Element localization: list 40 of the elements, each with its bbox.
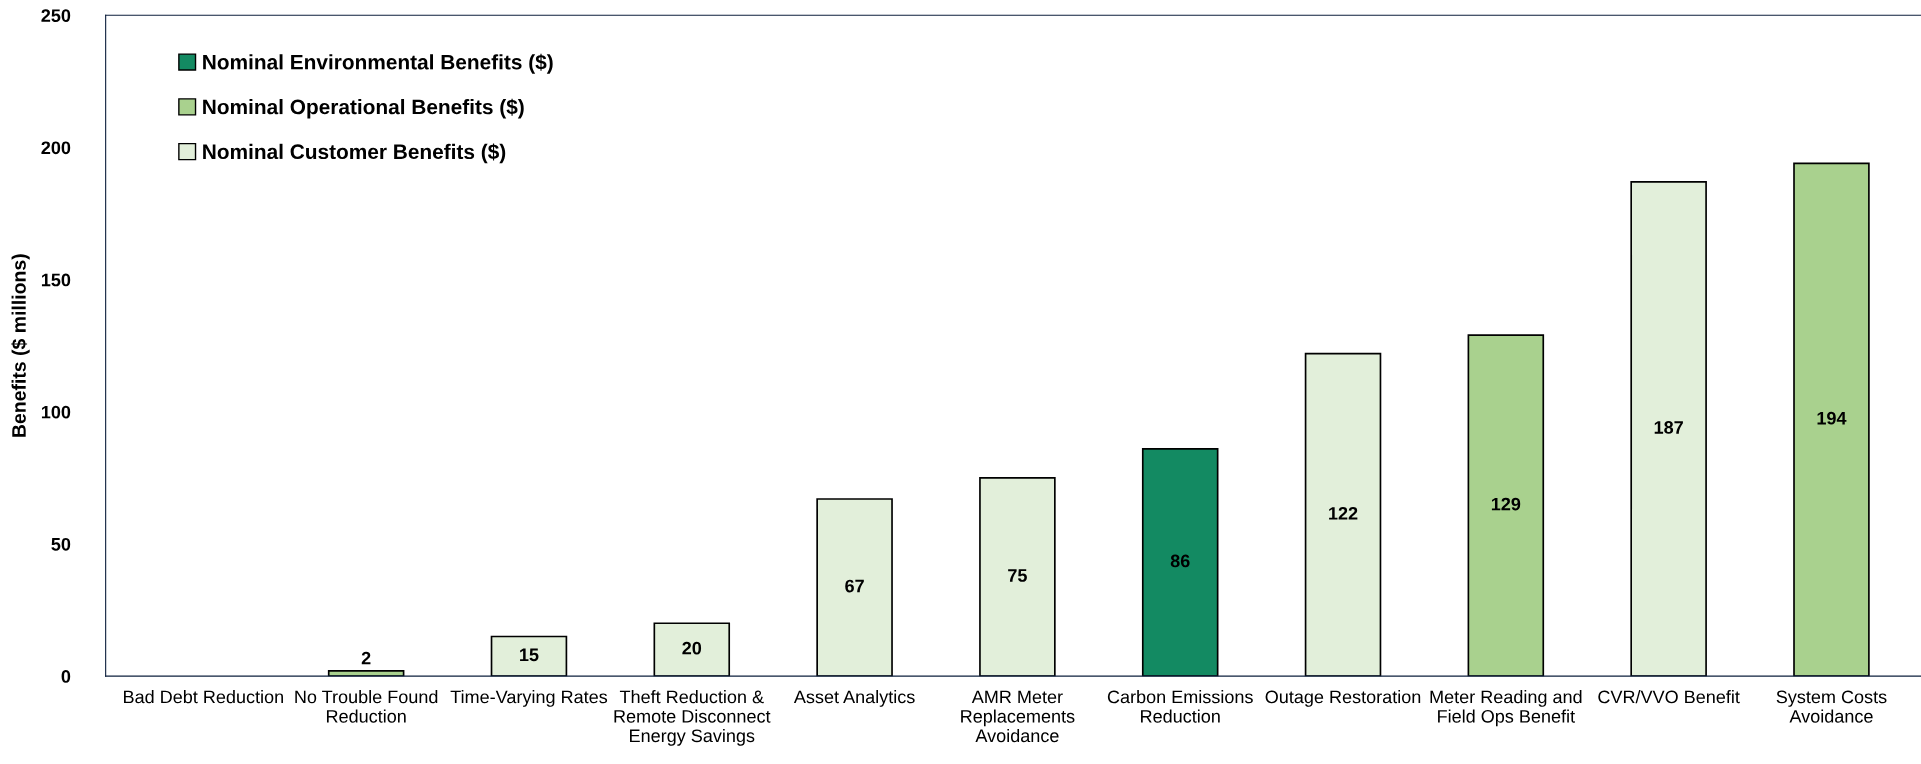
bar <box>816 498 893 677</box>
y-tick-label: 100 <box>41 405 71 419</box>
legend-label: Nominal Operational Benefits ($) <box>203 98 524 119</box>
y-axis-title: Benefits ($ millions) <box>11 254 30 437</box>
data-label: 187 <box>1654 421 1683 434</box>
bar <box>1304 352 1382 677</box>
bar <box>1141 447 1219 677</box>
x-tick-label: System Costs Avoidance <box>1776 690 1887 723</box>
data-label: 86 <box>1170 554 1190 568</box>
x-tick-label: Asset Analytics <box>793 690 915 707</box>
x-tick-label: No Trouble Found Reduction <box>295 690 438 723</box>
data-label: 129 <box>1491 497 1521 511</box>
bar <box>1793 162 1870 677</box>
y-tick-label: 0 <box>61 670 71 683</box>
x-tick-label: Time-Varying Rates <box>450 690 608 707</box>
bar <box>1467 334 1545 677</box>
x-tick-label: AMR Meter Replacements Avoidance <box>961 690 1075 743</box>
bar <box>979 477 1056 677</box>
y-tick-label: 50 <box>51 537 71 551</box>
y-tick-label: 250 <box>41 9 71 22</box>
bar <box>490 635 568 677</box>
legend-label: Nominal Environmental Benefits ($) <box>203 53 553 74</box>
bar <box>1630 180 1707 677</box>
data-label: 67 <box>845 579 864 593</box>
data-label: 15 <box>520 648 539 662</box>
x-tick-label: Carbon Emissions Reduction <box>1107 690 1253 723</box>
y-tick-label: 150 <box>41 273 71 287</box>
data-label: 2 <box>361 651 371 665</box>
data-label: 20 <box>682 641 702 655</box>
x-tick-label: Outage Restoration <box>1265 690 1421 707</box>
y-tick-label: 200 <box>41 141 71 155</box>
legend-label: Nominal Customer Benefits ($) <box>203 143 506 164</box>
bar <box>653 622 731 677</box>
x-tick-label: Theft Reduction & Remote Disconnect Energy Savings <box>614 690 771 746</box>
data-label: 194 <box>1817 411 1847 425</box>
data-label: 122 <box>1329 506 1358 520</box>
x-tick-label: Meter Reading and Field Ops Benefit <box>1430 690 1582 727</box>
x-tick-label: Bad Debt Reduction <box>124 690 283 704</box>
data-label: 75 <box>1008 569 1027 582</box>
x-tick-label: CVR/VVO Benefit <box>1598 690 1740 704</box>
